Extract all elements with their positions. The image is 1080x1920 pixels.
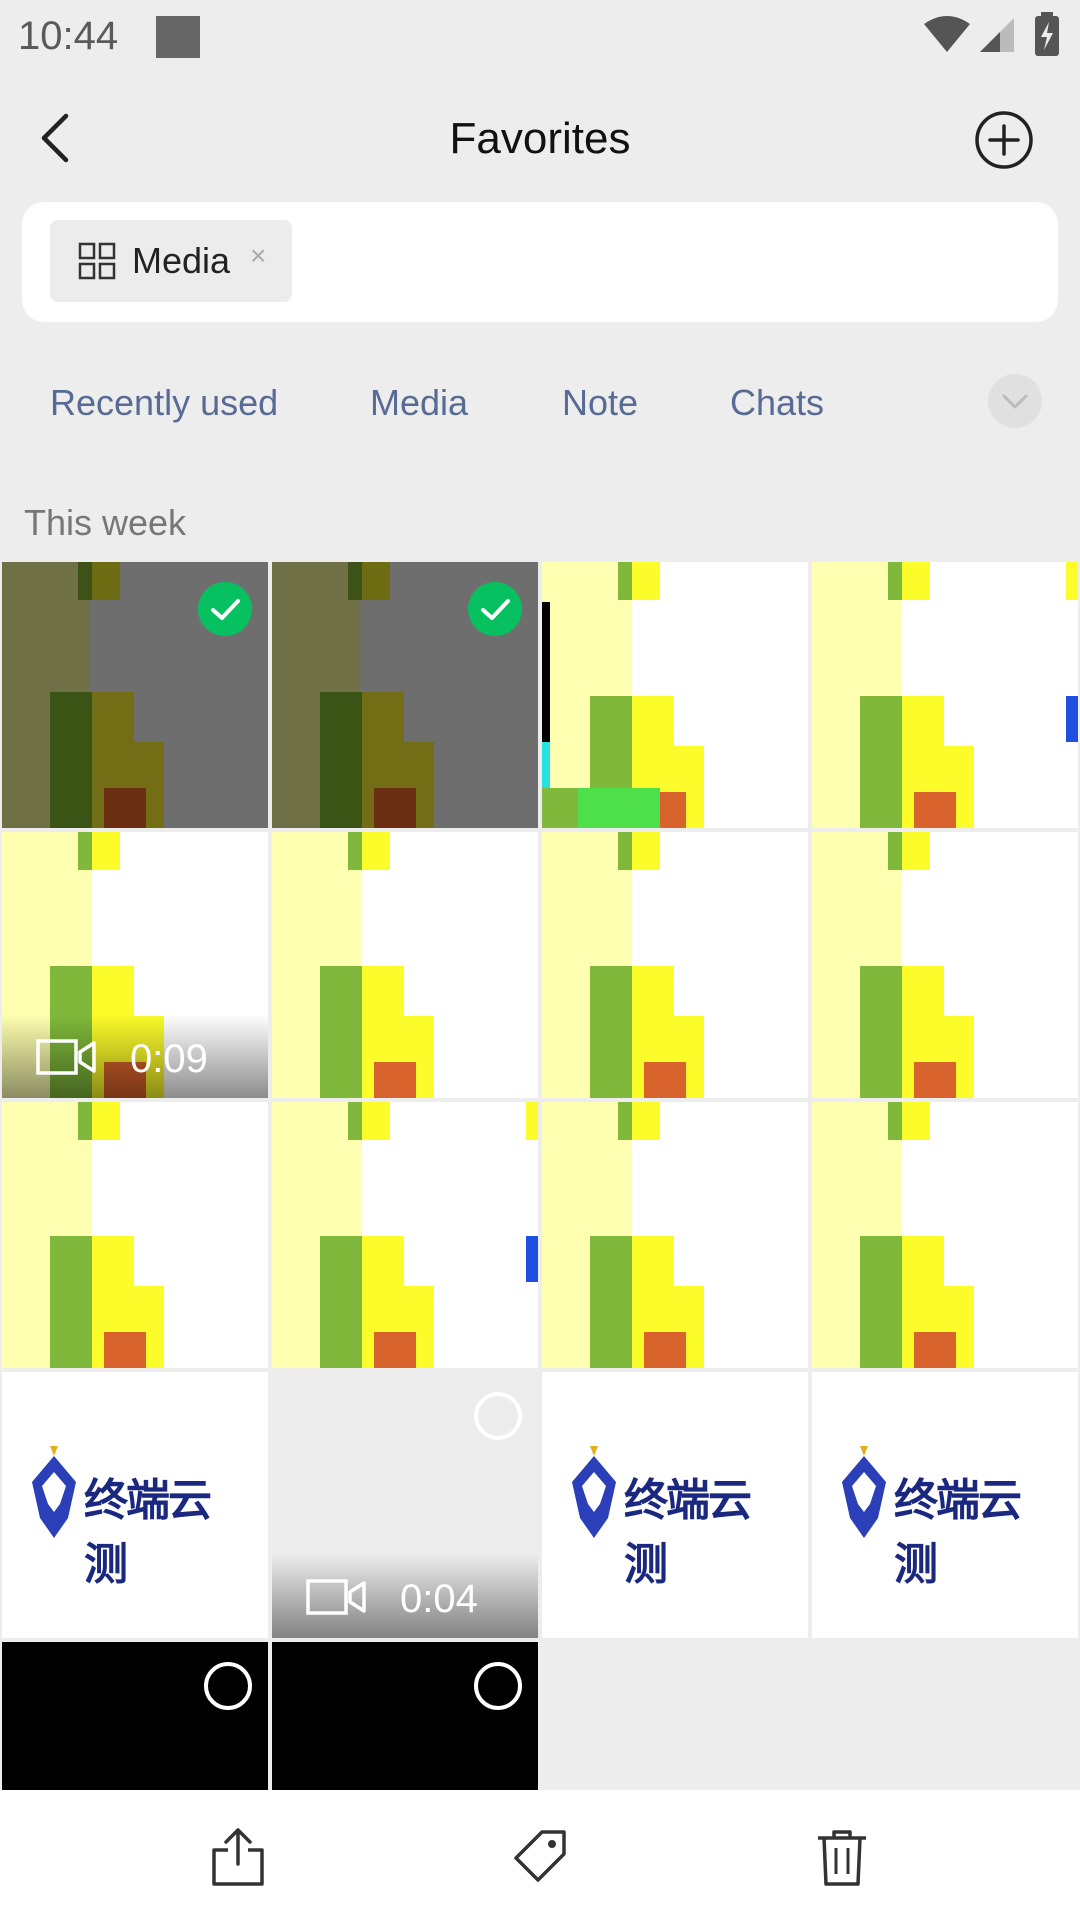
video-overlay: 0:09: [2, 1014, 268, 1098]
wifi-icon: [924, 16, 970, 52]
select-circle-icon[interactable]: [474, 1392, 522, 1440]
chip-close-icon[interactable]: ×: [250, 240, 267, 271]
logo-mark-icon: [32, 1446, 76, 1538]
status-time: 10:44: [18, 14, 119, 58]
thumbnail-image: [2, 1102, 268, 1368]
media-thumbnail[interactable]: [542, 832, 808, 1098]
expand-tabs-button[interactable]: [988, 374, 1042, 428]
media-thumbnail[interactable]: [272, 562, 538, 828]
video-duration: 0:04: [400, 1577, 478, 1621]
tab-media[interactable]: Media: [370, 382, 469, 423]
media-thumbnail[interactable]: [812, 1102, 1078, 1368]
cell-signal-icon: [980, 18, 1014, 52]
logo-mark-icon: [572, 1446, 616, 1538]
thumbnail-image: [272, 1102, 538, 1368]
logo-text: 终端云测: [894, 1476, 1022, 1589]
media-thumbnail[interactable]: 终端云测: [542, 1372, 808, 1638]
status-bar: 10:44: [0, 0, 1080, 76]
thumbnail-image: [272, 832, 538, 1098]
media-thumbnail[interactable]: 0:04: [272, 1372, 538, 1638]
logo-mark-icon: [842, 1446, 886, 1538]
grid-icon: [78, 242, 116, 280]
video-overlay: 0:04: [272, 1554, 538, 1638]
select-circle-icon[interactable]: [474, 1662, 522, 1710]
chevron-down-icon: [1002, 394, 1028, 409]
battery-icon: [1035, 12, 1059, 56]
logo-image: 终端云测: [834, 1442, 1060, 1589]
category-tabs: Recently used Media Note Chats: [0, 370, 1080, 440]
media-thumbnail[interactable]: [272, 1102, 538, 1368]
section-label: This week: [24, 502, 187, 543]
video-camera-icon: [306, 1579, 366, 1615]
logo-text: 终端云测: [84, 1476, 212, 1589]
tab-recently-used[interactable]: Recently used: [50, 382, 279, 423]
media-thumbnail[interactable]: 终端云测: [812, 1372, 1078, 1638]
selected-check-icon[interactable]: [198, 582, 252, 636]
media-thumbnail[interactable]: [272, 832, 538, 1098]
bottom-toolbar: [0, 1790, 1080, 1920]
media-thumbnail[interactable]: 终端云测: [2, 1372, 268, 1638]
selected-check-icon[interactable]: [468, 582, 522, 636]
back-icon[interactable]: [30, 108, 90, 168]
add-circle-icon[interactable]: [972, 108, 1036, 172]
media-thumbnail[interactable]: [542, 562, 808, 828]
nav-bar: Favorites: [0, 76, 1080, 200]
notification-icon: [156, 16, 200, 58]
media-thumbnail[interactable]: [812, 562, 1078, 828]
select-circle-icon[interactable]: [204, 1662, 252, 1710]
tab-chats[interactable]: Chats: [730, 382, 825, 423]
thumbnail-image: [542, 1102, 808, 1368]
media-thumbnail[interactable]: [2, 1642, 268, 1790]
media-thumbnail[interactable]: [2, 1102, 268, 1368]
share-icon[interactable]: [208, 1826, 268, 1888]
tab-note[interactable]: Note: [562, 382, 639, 423]
media-thumbnail[interactable]: [542, 1102, 808, 1368]
media-thumbnail[interactable]: [2, 562, 268, 828]
logo-text: 终端云测: [624, 1476, 752, 1589]
chip-label: Media: [132, 240, 231, 281]
video-camera-icon: [36, 1039, 96, 1075]
thumbnail-image: [812, 562, 1078, 828]
logo-image: 终端云测: [564, 1442, 790, 1589]
media-thumbnail[interactable]: 0:09: [2, 832, 268, 1098]
tag-icon[interactable]: [510, 1826, 570, 1888]
media-thumbnail[interactable]: [272, 1642, 538, 1790]
thumbnail-image: [812, 832, 1078, 1098]
page-title: Favorites: [449, 114, 631, 163]
thumbnail-image: [812, 1102, 1078, 1368]
logo-image: 终端云测: [24, 1442, 250, 1589]
search-box[interactable]: Media ×: [22, 202, 1058, 322]
video-duration: 0:09: [130, 1037, 208, 1081]
thumbnail-image: [542, 832, 808, 1098]
media-thumbnail[interactable]: [812, 832, 1078, 1098]
trash-icon[interactable]: [812, 1826, 872, 1888]
filter-chip-media[interactable]: Media ×: [50, 220, 292, 302]
thumbnail-image: [2, 562, 268, 828]
thumbnail-image: [542, 562, 808, 828]
